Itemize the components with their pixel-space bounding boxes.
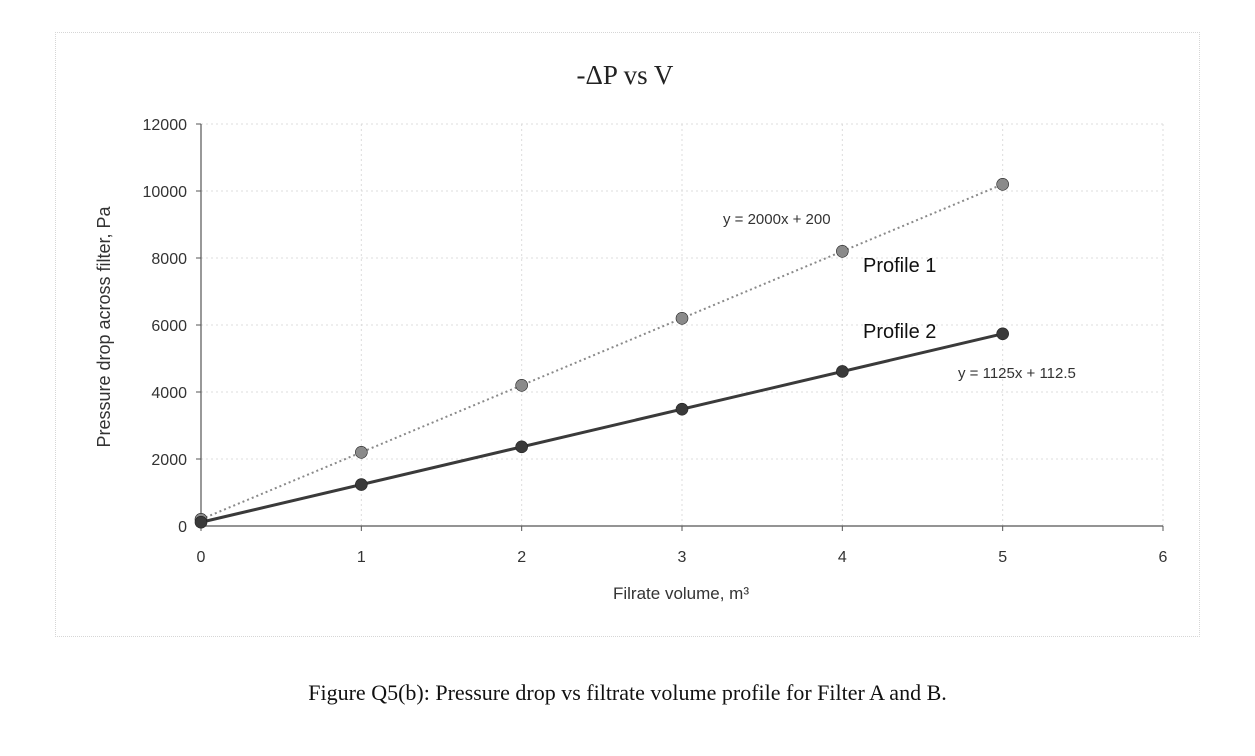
grid-lines <box>201 123 1164 526</box>
series-2-point <box>996 327 1009 341</box>
y-tick-label: 4000 <box>151 385 187 402</box>
series-2-point <box>355 478 368 491</box>
y-tick-label: 0 <box>178 519 187 536</box>
series-1-point <box>355 445 368 459</box>
series-2-point <box>194 515 208 529</box>
series-1-point <box>836 245 849 258</box>
x-tick-label: 6 <box>1159 549 1168 566</box>
x-tick-label: 0 <box>197 549 206 566</box>
x-axis-label: Filrate volume, m³ <box>613 584 749 603</box>
x-tick-label: 1 <box>357 549 366 566</box>
series-2-point <box>515 440 528 454</box>
series-1-point <box>996 178 1009 191</box>
labels: Profile 1 Profile 2 y = 2000x + 200 y = 112… <box>723 211 1076 382</box>
x-tick-label: 5 <box>998 549 1007 566</box>
x-tick-label: 4 <box>838 549 847 566</box>
y-tick-label: 8000 <box>151 251 187 268</box>
series-1-point <box>675 311 689 325</box>
series-1-equation: y = 2000x + 200 <box>723 211 831 228</box>
x-tick-label: 2 <box>517 549 526 566</box>
chart-svg: 0 2000 4000 6000 8000 10000 12000 0 1 2 3 4 5 6 Profi… <box>94 60 1168 603</box>
y-axis-label: Pressure drop across filter, Pa <box>94 205 114 447</box>
series-1-trendline <box>200 183 1004 521</box>
series-2-trendline <box>200 332 1004 524</box>
y-tick-label: 10000 <box>143 184 188 201</box>
y-tick-label: 12000 <box>143 117 188 134</box>
series-2-label: Profile 2 <box>863 321 936 343</box>
series-2-equation: y = 1125x + 112.5 <box>958 365 1076 382</box>
series <box>194 178 1009 529</box>
series-1-point <box>515 378 528 392</box>
series-2-point <box>675 402 689 416</box>
figure-caption: Figure Q5(b): Pressure drop vs filtrate … <box>308 680 947 705</box>
series-2-point <box>836 365 849 378</box>
chart-title: -ΔP vs V <box>577 60 674 90</box>
x-tick-label: 3 <box>678 549 687 566</box>
axes: 0 2000 4000 6000 8000 10000 12000 0 1 2 3 4 5 6 <box>143 117 1168 566</box>
chart-area <box>55 32 1200 637</box>
y-tick-label: 2000 <box>151 452 187 469</box>
y-tick-label: 6000 <box>151 318 187 335</box>
series-1-label: Profile 1 <box>863 255 936 277</box>
